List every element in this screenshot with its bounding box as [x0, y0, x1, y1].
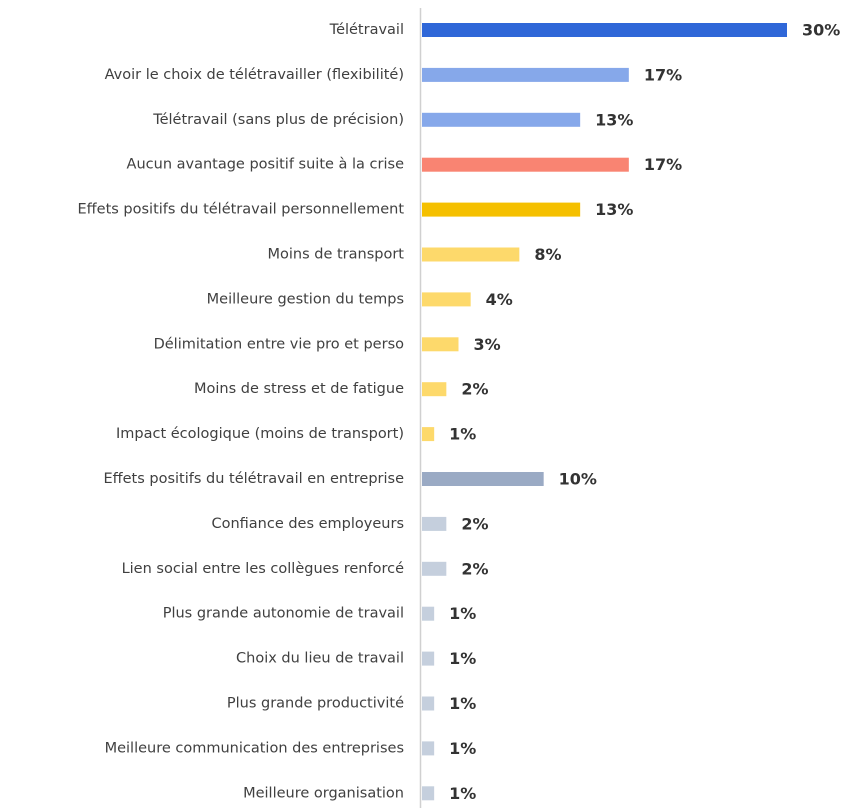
value-label: 1% — [449, 604, 476, 623]
bar — [422, 157, 629, 172]
bar — [422, 427, 435, 442]
category-label: Effets positifs du télétravail personnel… — [78, 202, 405, 218]
bar — [422, 67, 629, 82]
category-label: Moins de stress et de fatigue — [194, 381, 404, 397]
bar — [422, 337, 459, 352]
bar — [422, 561, 447, 576]
value-label: 1% — [449, 694, 476, 713]
value-label: 1% — [449, 784, 476, 803]
value-label: 3% — [474, 335, 501, 354]
value-label: 17% — [644, 155, 682, 174]
bar — [422, 741, 435, 756]
value-label: 2% — [461, 514, 488, 533]
value-label: 1% — [449, 739, 476, 758]
bar — [422, 292, 471, 307]
category-label: Lien social entre les collègues renforcé — [122, 561, 405, 577]
bar — [422, 696, 435, 711]
category-label: Avoir le choix de télétravailler (flexib… — [105, 67, 404, 83]
value-label: 13% — [595, 110, 633, 129]
bar — [422, 202, 581, 217]
value-label: 2% — [461, 380, 488, 399]
category-label: Télétravail (sans plus de précision) — [152, 112, 404, 128]
bar — [422, 786, 435, 801]
category-label: Meilleure gestion du temps — [207, 291, 404, 307]
category-label: Effets positifs du télétravail en entrep… — [103, 471, 404, 487]
category-label: Confiance des employeurs — [211, 516, 404, 532]
bar — [422, 247, 520, 262]
bar — [422, 382, 447, 397]
value-label: 1% — [449, 425, 476, 444]
category-label: Aucun avantage positif suite à la crise — [127, 157, 405, 173]
bar — [422, 112, 581, 127]
bar — [422, 606, 435, 621]
value-label: 13% — [595, 200, 633, 219]
category-label: Télétravail — [329, 22, 404, 38]
value-label: 4% — [486, 290, 513, 309]
value-label: 10% — [559, 470, 597, 489]
category-label: Délimitation entre vie pro et perso — [154, 336, 405, 352]
value-label: 1% — [449, 649, 476, 668]
bar — [422, 651, 435, 666]
bar — [422, 472, 544, 486]
bar — [422, 23, 787, 37]
value-label: 17% — [644, 65, 682, 84]
value-label: 2% — [461, 559, 488, 578]
value-label: 30% — [802, 21, 840, 40]
category-label: Impact écologique (moins de transport) — [116, 426, 404, 442]
category-label: Plus grande autonomie de travail — [163, 606, 404, 622]
category-label: Choix du lieu de travail — [236, 651, 404, 667]
category-label: Moins de transport — [268, 247, 405, 263]
category-label: Meilleure communication des entreprises — [105, 740, 404, 756]
category-label: Meilleure organisation — [243, 785, 404, 801]
value-label: 8% — [534, 245, 561, 264]
bar — [422, 516, 447, 531]
category-label: Plus grande productivité — [227, 696, 404, 712]
